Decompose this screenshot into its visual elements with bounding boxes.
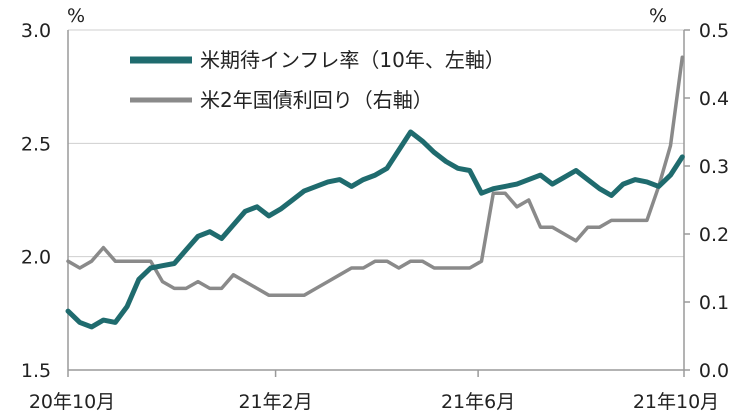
axes — [67, 30, 685, 371]
right-tick-label: 0.3 — [699, 156, 729, 178]
left-axis-unit: % — [67, 5, 85, 27]
legend-label: 米期待インフレ率（10年、左軸） — [200, 48, 505, 72]
left-tick-label: 2.0 — [21, 247, 51, 269]
right-axis-unit: % — [649, 5, 667, 27]
ticks: 1.5 2.0 2.5 3.0 0.0 0.1 0.2 0.3 0.4 0.5% % 20年10月 21… — [21, 5, 729, 413]
legend-label: 米2年国債利回り（右軸） — [200, 88, 433, 112]
x-tick-label: 21年2月 — [238, 391, 312, 413]
right-tick-label: 0.4 — [699, 88, 729, 110]
left-tick-label: 3.0 — [21, 20, 51, 42]
left-tick-label: 2.5 — [21, 133, 51, 155]
x-tick-label: 21年6月 — [441, 391, 515, 413]
legend: 米期待インフレ率（10年、左軸） 米2年国債利回り（右軸） — [130, 48, 505, 112]
right-tick-label: 0.2 — [699, 224, 729, 246]
gridlines — [68, 29, 684, 258]
series — [65, 55, 685, 330]
x-tick-label: 21年10月 — [633, 391, 719, 413]
series-line-inflation — [65, 129, 685, 330]
right-tick-label: 0.5 — [699, 20, 729, 42]
right-tick-label: 0.1 — [699, 292, 729, 314]
series-line-2y-yield — [66, 55, 685, 297]
x-tick-label: 20年10月 — [29, 391, 115, 413]
left-tick-label: 1.5 — [21, 360, 51, 382]
right-tick-label: 0.0 — [699, 360, 729, 382]
